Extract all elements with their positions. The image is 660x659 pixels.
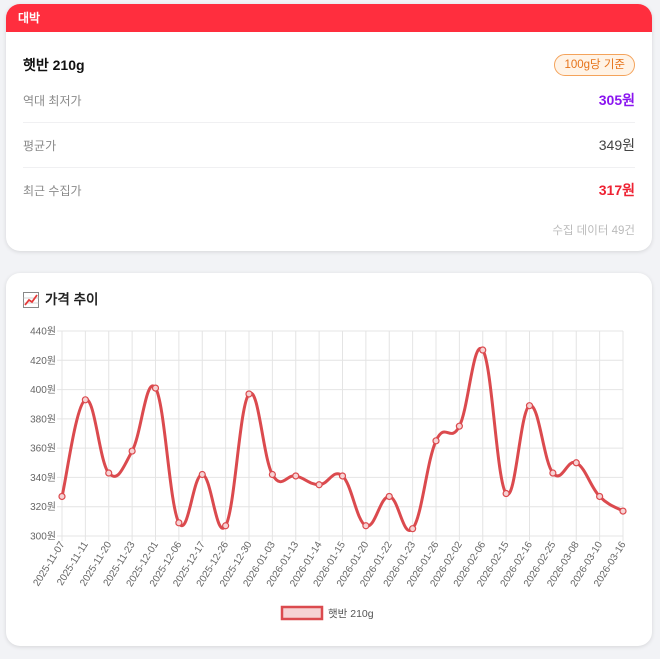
data-point <box>81 396 89 404</box>
data-point <box>525 402 534 410</box>
y-tick-label: 400원 <box>30 384 56 396</box>
data-point <box>175 519 183 527</box>
data-point <box>362 522 370 530</box>
chart-icon <box>23 292 39 308</box>
y-tick-label: 420원 <box>30 355 56 367</box>
data-point <box>222 522 230 530</box>
price-basis-badge: 100g당 기준 <box>554 54 635 76</box>
y-tick-label: 320원 <box>30 501 56 513</box>
data-point <box>572 459 580 467</box>
legend-label: 햇반 210g <box>328 608 374 620</box>
stat-row-average: 평균가 349원 <box>23 123 635 168</box>
price-line-chart: 300원320원340원360원380원400원420원440원2025-11-… <box>30 326 629 621</box>
stat-label: 최근 수집가 <box>23 184 82 198</box>
data-point <box>502 489 510 498</box>
stat-row-recent: 최근 수집가 317원 <box>23 168 635 212</box>
data-point <box>268 470 276 479</box>
y-tick-label: 300원 <box>30 531 56 543</box>
data-point <box>409 525 417 533</box>
data-point <box>315 481 323 489</box>
product-name: 햇반 210g <box>23 57 85 73</box>
data-point <box>619 507 627 515</box>
chart-title: 가격 추이 <box>45 292 99 307</box>
stat-label: 역대 최저가 <box>23 94 82 108</box>
stat-value-recent: 317원 <box>598 182 635 198</box>
data-point <box>58 492 66 501</box>
deal-banner: 대박 <box>6 4 652 32</box>
price-summary-card: 대박 햇반 210g 100g당 기준 역대 최저가 305원 평균가 349원… <box>6 4 652 251</box>
product-header: 햇반 210g 100g당 기준 <box>23 54 635 76</box>
data-point <box>245 390 253 398</box>
data-point <box>105 469 113 477</box>
y-tick-label: 360원 <box>30 443 56 455</box>
data-point <box>479 346 487 354</box>
stat-value-lowest: 305원 <box>598 92 635 108</box>
data-point <box>128 447 136 455</box>
data-count: 수집 데이터 49건 <box>552 225 635 237</box>
data-point <box>455 422 463 430</box>
data-point <box>385 492 393 501</box>
y-tick-label: 440원 <box>30 326 56 338</box>
data-point <box>432 437 440 445</box>
price-trend-card: 가격 추이 300원 320원 340원 360원 380원 400원 420원 440원 20… <box>6 273 652 646</box>
data-point <box>338 472 347 480</box>
stat-row-lowest: 역대 최저가 305원 <box>23 78 635 123</box>
stat-value-average: 349원 <box>598 137 635 153</box>
y-tick-label: 380원 <box>30 413 56 425</box>
data-point <box>151 384 160 392</box>
stat-label: 평균가 <box>23 139 57 153</box>
data-point <box>198 470 206 479</box>
legend-swatch <box>280 605 324 621</box>
data-point <box>292 472 300 480</box>
y-tick-label: 340원 <box>30 472 56 484</box>
data-point <box>596 492 604 501</box>
data-point <box>549 469 557 477</box>
